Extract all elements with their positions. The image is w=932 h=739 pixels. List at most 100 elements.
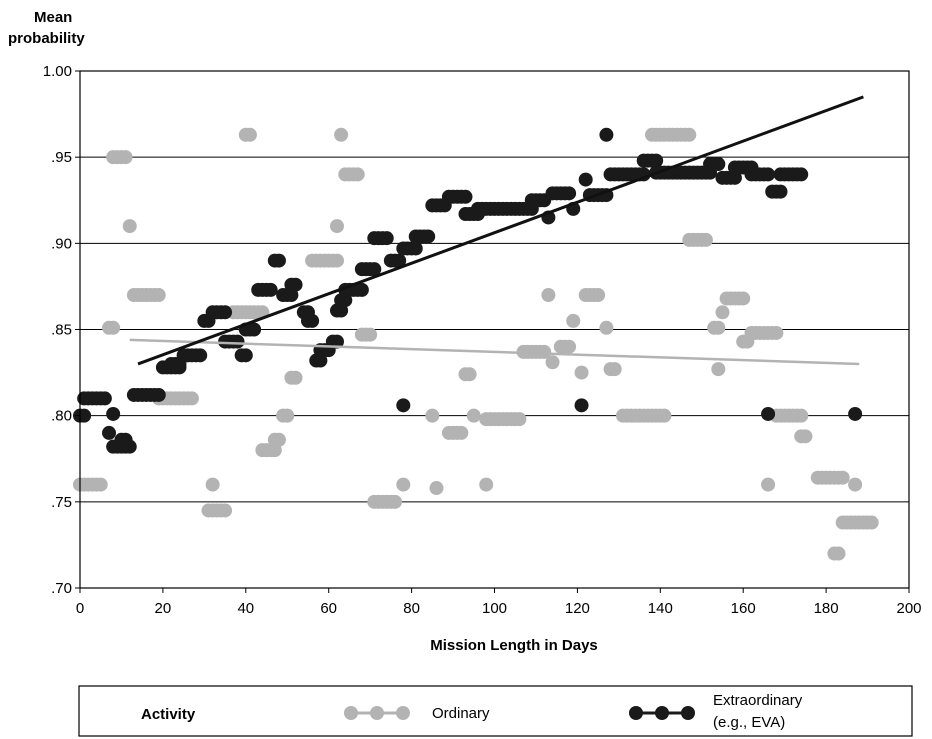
legend-title: Activity <box>141 706 196 723</box>
data-point <box>566 313 581 328</box>
data-point <box>798 429 813 444</box>
x-tick-label: 200 <box>896 600 921 617</box>
y-tick-label: .75 <box>51 494 72 511</box>
data-point <box>761 477 776 492</box>
x-tick-label: 0 <box>76 600 84 617</box>
data-point <box>350 167 365 182</box>
data-point <box>537 344 552 359</box>
data-point <box>122 219 137 234</box>
data-point <box>541 288 556 303</box>
x-tick-label: 60 <box>320 600 337 617</box>
data-point <box>578 172 593 187</box>
data-point <box>421 229 436 244</box>
x-axis-title: Mission Length in Days <box>430 637 598 654</box>
data-point <box>454 425 469 440</box>
data-point <box>263 282 278 297</box>
data-point <box>151 288 166 303</box>
legend-ordinary-label: Ordinary <box>432 705 490 722</box>
data-point <box>835 470 850 485</box>
data-point <box>711 320 726 335</box>
data-point <box>794 408 809 423</box>
data-point <box>607 362 622 377</box>
trend-line-ordinary <box>129 338 860 366</box>
data-point <box>649 153 664 168</box>
legend-ordinary-marker <box>344 706 410 720</box>
data-point <box>334 127 349 142</box>
data-point <box>205 477 220 492</box>
data-point <box>562 339 577 354</box>
data-point <box>230 334 245 349</box>
data-point <box>238 348 253 363</box>
data-point <box>591 288 606 303</box>
data-point <box>715 305 730 320</box>
y-tick-label: .70 <box>51 580 72 597</box>
data-point <box>151 387 166 402</box>
y-axis-title-line1: Mean <box>34 9 72 26</box>
x-tick-label: 40 <box>237 600 254 617</box>
x-tick-label: 20 <box>155 600 172 617</box>
y-tick-label: .90 <box>51 235 72 252</box>
y-tick-label: 1.00 <box>43 63 72 80</box>
data-point <box>218 305 233 320</box>
legend: Activity Ordinary Extraordinary (e.g., E… <box>78 685 913 737</box>
data-point <box>769 325 784 340</box>
data-point <box>574 398 589 413</box>
x-tick-label: 120 <box>565 600 590 617</box>
data-point <box>288 277 303 292</box>
data-point <box>379 231 394 246</box>
data-point <box>736 291 751 306</box>
data-point <box>93 477 108 492</box>
data-point <box>408 241 423 256</box>
data-point <box>288 370 303 385</box>
data-point <box>106 406 121 421</box>
y-axis-ticks: .70 .75 .80 .85 .90 .95 1.00 <box>43 63 80 597</box>
legend-extraordinary-label-line2: (e.g., EVA) <box>713 714 785 731</box>
y-tick-label: .80 <box>51 408 72 425</box>
data-point <box>657 408 672 423</box>
data-point <box>682 127 697 142</box>
data-point <box>329 219 344 234</box>
data-point <box>247 322 262 337</box>
data-point <box>106 320 121 335</box>
data-point <box>193 348 208 363</box>
data-point <box>831 546 846 561</box>
x-tick-label: 180 <box>814 600 839 617</box>
data-point <box>392 253 407 268</box>
data-point <box>77 408 92 423</box>
data-point <box>218 503 233 518</box>
data-point <box>462 367 477 382</box>
data-point <box>848 477 863 492</box>
series-extraordinary <box>73 127 863 454</box>
data-point <box>479 477 494 492</box>
data-point <box>794 167 809 182</box>
data-point <box>271 253 286 268</box>
data-point <box>599 127 614 142</box>
data-point <box>599 320 614 335</box>
data-point <box>512 412 527 427</box>
data-point <box>466 408 481 423</box>
data-point <box>698 232 713 247</box>
data-point <box>367 262 382 277</box>
data-point <box>363 327 378 342</box>
x-tick-label: 140 <box>648 600 673 617</box>
data-point <box>425 408 440 423</box>
y-tick-label: .95 <box>51 149 72 166</box>
data-point <box>271 432 286 447</box>
legend-extraordinary-label-line1: Extraordinary <box>713 692 803 709</box>
data-point <box>429 481 444 496</box>
legend-box <box>78 685 913 737</box>
x-tick-label: 160 <box>731 600 756 617</box>
data-point <box>574 365 589 380</box>
data-point <box>329 334 344 349</box>
data-point <box>118 150 133 165</box>
data-point <box>545 355 560 370</box>
data-point <box>305 313 320 328</box>
data-point <box>118 432 133 447</box>
trend-line-extraordinary <box>137 95 864 366</box>
data-point <box>864 515 879 530</box>
data-point <box>102 425 117 440</box>
data-point <box>711 362 726 377</box>
data-point <box>562 186 577 201</box>
series-ordinary <box>73 127 879 561</box>
